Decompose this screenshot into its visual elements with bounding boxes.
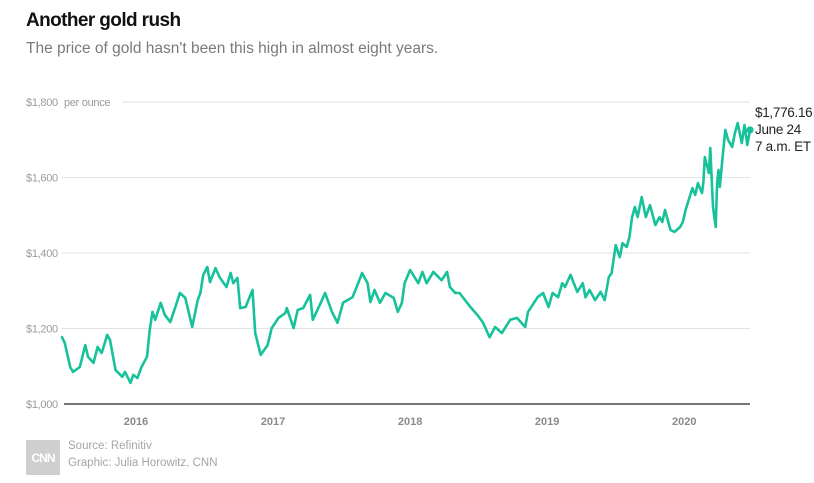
latest-price-label: $1,776.16 <box>755 105 812 120</box>
latest-price-marker <box>746 126 754 134</box>
graphic-credit: Graphic: Julia Horowitz, CNN <box>68 457 218 469</box>
y-tick-label: $1,600 <box>26 173 58 185</box>
x-tick-label: 2016 <box>124 416 148 428</box>
x-tick-label: 2019 <box>535 416 559 428</box>
y-tick-label: $1,200 <box>26 324 58 336</box>
cnn-logo: CNN <box>26 440 60 475</box>
x-tick-label: 2017 <box>261 416 285 428</box>
y-tick-label: $1,400 <box>26 248 58 260</box>
y-tick-label: $1,000 <box>26 399 58 411</box>
y-axis-labels: $1,000 $1,200 $1,400 $1,600 $1,800 <box>26 97 58 411</box>
chart-title: Another gold rush <box>26 10 180 31</box>
x-tick-label: 2018 <box>398 416 422 428</box>
source-note: Source: Refinitiv <box>68 440 152 452</box>
gold-price-line <box>60 121 752 385</box>
x-tick-label: 2020 <box>672 416 696 428</box>
latest-date-label: June 24 <box>755 122 802 137</box>
cnn-logo-box <box>26 440 60 475</box>
y-tick-label: $1,800 <box>26 97 58 109</box>
y-axis-unit-label: per ounce <box>64 97 110 109</box>
chart-subtitle: The price of gold hasn't been this high … <box>26 40 438 57</box>
cnn-logo-text: CNN <box>32 451 55 465</box>
gridlines <box>62 101 750 405</box>
latest-time-label: 7 a.m. ET <box>755 139 811 154</box>
x-axis-labels: 2016 2017 2018 2019 2020 <box>124 416 697 428</box>
